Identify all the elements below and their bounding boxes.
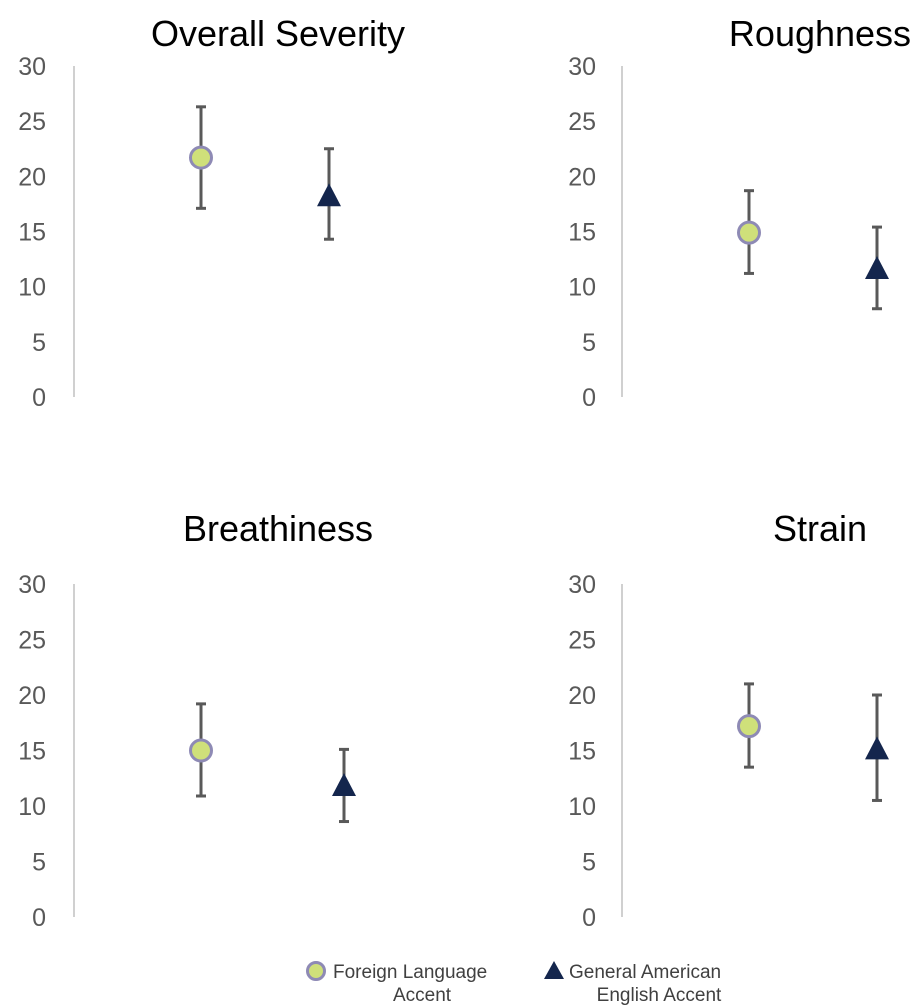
panel-overall-severity: Overall Severity 0 5 10 15 20 25 30 xyxy=(18,13,405,412)
data-point-american-accent xyxy=(317,183,341,207)
legend-foreign-label-line2: Accent xyxy=(393,985,452,1006)
data-point-foreign-accent xyxy=(737,220,761,245)
panel-title: Breathiness xyxy=(183,508,373,549)
chart-panels: Overall Severity 0 5 10 15 20 25 30 Roughness 0 5 1… xyxy=(18,13,911,932)
y-tick-label: 15 xyxy=(18,738,46,766)
legend-foreign-label-line1: Foreign Language xyxy=(333,962,487,983)
data-point-american-accent xyxy=(865,736,889,760)
y-tick-label: 30 xyxy=(18,571,46,599)
panel-title: Roughness xyxy=(729,13,911,54)
data-point-american-accent xyxy=(865,256,889,280)
y-tick-label: 15 xyxy=(568,219,596,247)
data-point-foreign-accent xyxy=(737,714,761,739)
y-tick-label: 15 xyxy=(568,738,596,766)
y-tick-label: 5 xyxy=(582,849,596,877)
data-point-american-accent xyxy=(332,773,356,797)
chart-legend: Foreign Language Accent General American… xyxy=(306,961,722,1006)
panel-title: Strain xyxy=(773,508,867,549)
panel-strain: Strain 0 5 10 15 20 25 30 xyxy=(568,508,889,932)
legend-american-label-line1: General American xyxy=(569,962,721,983)
y-tick-label: 10 xyxy=(18,274,46,302)
y-tick-label: 10 xyxy=(568,274,596,302)
y-tick-label: 30 xyxy=(18,53,46,81)
y-tick-label: 25 xyxy=(568,108,596,136)
panel-roughness: Roughness 0 5 10 15 20 25 30 xyxy=(568,13,911,412)
y-tick-label: 20 xyxy=(568,682,596,710)
y-tick-label: 30 xyxy=(568,53,596,81)
y-tick-label: 0 xyxy=(582,904,596,932)
y-tick-label: 10 xyxy=(568,793,596,821)
y-tick-label: 25 xyxy=(18,627,46,655)
y-tick-label: 0 xyxy=(32,904,46,932)
y-tick-label: 15 xyxy=(18,219,46,247)
y-tick-label: 5 xyxy=(32,329,46,357)
legend-foreign-marker xyxy=(306,961,326,981)
y-tick-label: 20 xyxy=(18,163,46,191)
y-tick-label: 25 xyxy=(568,627,596,655)
y-tick-label: 20 xyxy=(18,682,46,710)
legend-american-marker xyxy=(544,961,564,979)
y-tick-label: 20 xyxy=(568,163,596,191)
y-tick-label: 5 xyxy=(32,849,46,877)
y-tick-label: 10 xyxy=(18,793,46,821)
panel-breathiness: Breathiness 0 5 10 15 20 25 30 xyxy=(18,508,373,932)
y-tick-label: 5 xyxy=(582,329,596,357)
panel-title: Overall Severity xyxy=(151,13,405,54)
y-tick-label: 25 xyxy=(18,108,46,136)
y-tick-label: 0 xyxy=(582,384,596,412)
y-tick-label: 0 xyxy=(32,384,46,412)
data-point-foreign-accent xyxy=(189,738,213,763)
data-point-foreign-accent xyxy=(189,145,213,170)
y-tick-label: 30 xyxy=(568,571,596,599)
legend-american-label-line2: English Accent xyxy=(597,985,722,1006)
